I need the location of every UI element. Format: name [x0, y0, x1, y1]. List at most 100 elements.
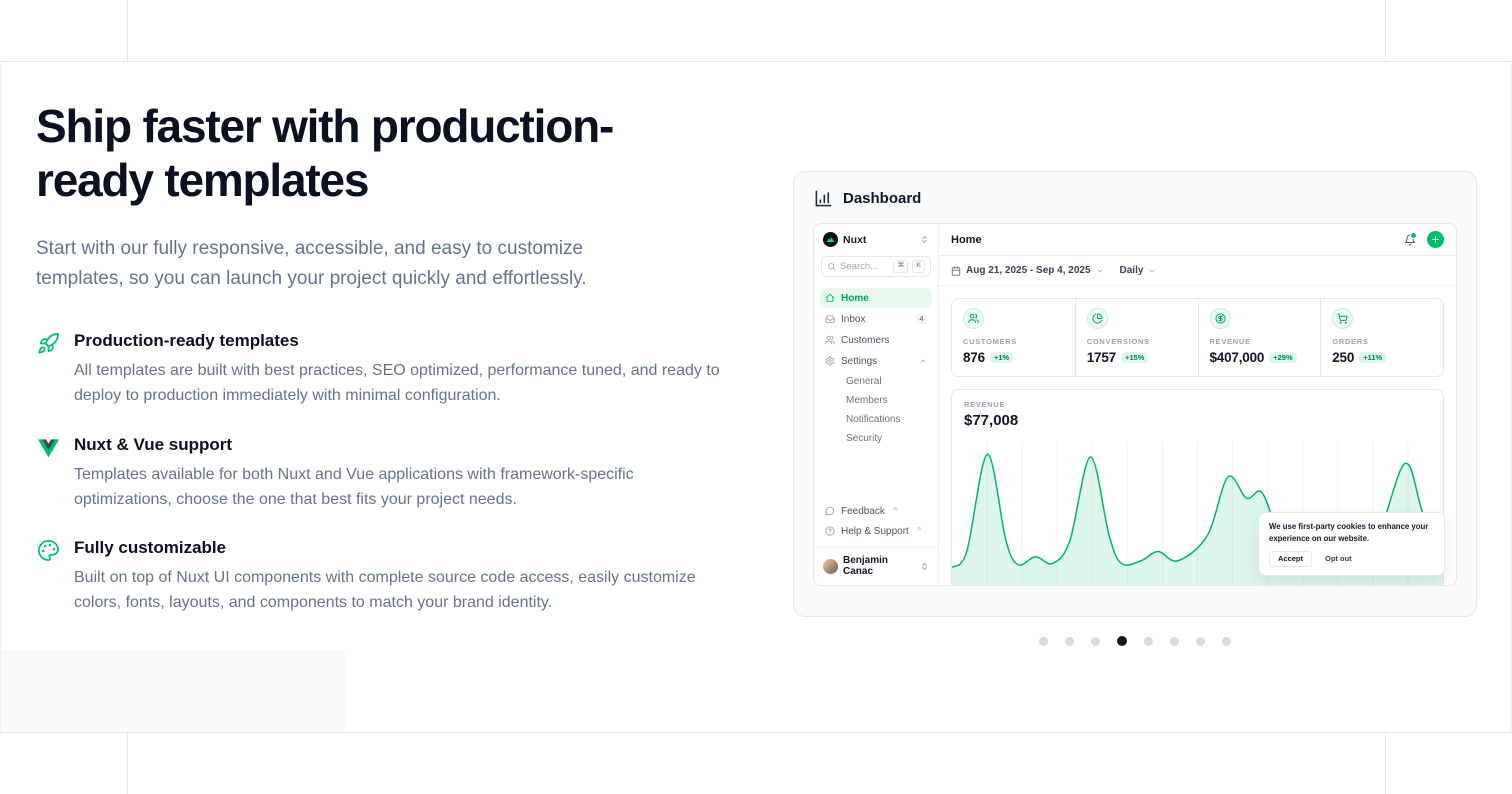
sidebar-item-security[interactable]: Security — [846, 432, 883, 444]
frame-tick-right — [1385, 0, 1386, 61]
gear-icon — [825, 356, 835, 366]
cookie-message: We use first-party cookies to enhance yo… — [1269, 522, 1429, 544]
template-link-dashboard[interactable]: Dashboard — [794, 172, 1476, 223]
stat-customers[interactable]: CUSTOMERS 876 +1% — [952, 299, 1075, 376]
dashboard-topbar: Home — [939, 224, 1456, 256]
stat-conversions[interactable]: CONVERSIONS 1757 +15% — [1074, 299, 1198, 376]
sidebar-nav: Home Inbox 4 Customers — [820, 288, 932, 447]
chevron-down-icon — [1148, 267, 1156, 275]
stat-delta-badge: +11% — [1359, 351, 1387, 364]
feature-customizable: Fully customizable Built on top of Nuxt … — [36, 538, 746, 616]
preview-title: Dashboard — [843, 190, 922, 207]
stat-delta-badge: +29% — [1269, 351, 1297, 364]
add-button[interactable] — [1427, 231, 1444, 248]
search-input[interactable]: Search... ⌘ K — [821, 256, 931, 277]
palette-icon — [36, 539, 60, 563]
kbd-cmd: ⌘ — [893, 260, 909, 273]
topbar-title: Home — [951, 233, 982, 246]
page-title: Ship faster with production-ready templa… — [36, 100, 614, 206]
dashboard-sidebar: Nuxt Search... ⌘ K Home — [814, 224, 939, 585]
sidebar-item-feedback[interactable]: Feedback — [820, 501, 932, 521]
avatar — [823, 558, 838, 574]
stat-label: CONVERSIONS — [1086, 337, 1150, 346]
feature-description: Built on top of Nuxt UI components with … — [74, 569, 696, 612]
carousel-dot-4[interactable] — [1117, 636, 1127, 646]
inbox-icon — [825, 314, 835, 324]
chart-label: REVENUE — [964, 400, 1006, 409]
carousel-dot-8[interactable] — [1222, 636, 1231, 646]
stat-delta-badge: +15% — [1120, 351, 1149, 364]
user-name: Benjamin Canac — [843, 555, 889, 577]
bell-icon[interactable] — [1404, 231, 1417, 246]
carousel-dot-6[interactable] — [1170, 636, 1179, 646]
external-link-icon — [916, 526, 922, 532]
dashboard-preview: Nuxt Search... ⌘ K Home — [813, 223, 1457, 586]
carousel-dot-2[interactable] — [1065, 636, 1074, 646]
sidebar-item-general[interactable]: General — [846, 375, 882, 387]
frame-tick-left — [127, 0, 128, 61]
stat-orders[interactable]: ORDERS 250 +11% — [1320, 299, 1443, 376]
rocket-icon — [36, 332, 60, 356]
frame-tick-right — [1385, 733, 1386, 794]
stat-label: REVENUE — [1209, 337, 1251, 346]
chevron-down-icon — [1096, 267, 1104, 275]
feature-description: Templates available for both Nuxt and Vu… — [74, 465, 634, 508]
stat-revenue[interactable]: REVENUE $407,000 +29% — [1197, 299, 1321, 376]
stats-row: CUSTOMERS 876 +1% CONVERSIONS 1757 — [951, 298, 1444, 377]
workspace-name: Nuxt — [843, 233, 867, 246]
stat-value: 250 — [1332, 350, 1355, 365]
carousel-dot-1[interactable] — [1039, 636, 1048, 646]
date-range-picker[interactable]: Aug 21, 2025 - Sep 4, 2025 — [951, 265, 1104, 276]
calendar-icon — [951, 265, 961, 276]
stat-label: CUSTOMERS — [963, 337, 1018, 346]
sidebar-item-inbox[interactable]: Inbox 4 — [820, 309, 932, 329]
sidebar-spacer — [820, 447, 932, 501]
decorative-shade — [1, 650, 345, 732]
pie-chart-icon — [1086, 308, 1108, 329]
chart-value: $77,008 — [964, 412, 1019, 429]
workspace-switcher[interactable]: Nuxt — [820, 230, 932, 249]
chevron-up-icon — [919, 357, 927, 365]
stat-value: 876 — [963, 350, 985, 365]
stat-delta-badge: +1% — [989, 351, 1014, 364]
bottom-frame — [0, 732, 1512, 794]
search-placeholder: Search... — [840, 261, 879, 272]
sidebar-item-customers[interactable]: Customers — [820, 330, 932, 350]
sidebar-item-members[interactable]: Members — [846, 394, 888, 406]
accept-button[interactable]: Accept — [1269, 550, 1313, 567]
hero-section: Ship faster with production-ready templa… — [36, 100, 746, 616]
user-menu[interactable]: Benjamin Canac — [820, 548, 932, 579]
help-circle-icon — [825, 526, 835, 536]
inbox-badge: 4 — [915, 313, 927, 325]
home-icon — [825, 293, 835, 303]
users-icon — [963, 308, 984, 329]
bar-chart-icon — [814, 189, 833, 208]
cart-icon — [1332, 308, 1354, 329]
feature-title: Nuxt & Vue support — [74, 434, 233, 454]
carousel-dot-7[interactable] — [1196, 636, 1205, 646]
dashboard-filterbar: Aug 21, 2025 - Sep 4, 2025 Daily — [939, 256, 1456, 286]
template-preview-card: Dashboard Nuxt Search... ⌘ K — [793, 171, 1477, 617]
sidebar-item-help-support[interactable]: Help & Support — [820, 521, 932, 541]
top-frame — [0, 0, 1512, 62]
chevrons-up-down-icon — [920, 562, 929, 571]
sidebar-item-notifications[interactable]: Notifications — [846, 413, 901, 425]
frame-tick-left — [127, 733, 128, 794]
sidebar-divider — [814, 547, 938, 548]
carousel-dot-3[interactable] — [1091, 636, 1100, 646]
page-edge-left — [0, 0, 1, 794]
feature-list: Production-ready templates All templates… — [36, 331, 746, 616]
period-select[interactable]: Daily — [1120, 265, 1157, 276]
feature-production-ready: Production-ready templates All templates… — [36, 331, 746, 409]
search-icon — [827, 262, 836, 271]
cookie-banner: We use first-party cookies to enhance yo… — [1258, 512, 1445, 576]
carousel-dot-5[interactable] — [1144, 636, 1153, 646]
vue-icon — [36, 436, 60, 460]
sidebar-item-home[interactable]: Home — [820, 288, 932, 308]
opt-out-button[interactable]: Opt out — [1316, 550, 1361, 567]
chevrons-up-down-icon — [920, 235, 929, 244]
sidebar-item-settings[interactable]: Settings — [820, 351, 932, 371]
feature-nuxt-vue: Nuxt & Vue support Templates available f… — [36, 435, 746, 513]
stat-value: 1757 — [1086, 350, 1116, 365]
hero-subtitle: Start with our fully responsive, accessi… — [36, 237, 587, 290]
